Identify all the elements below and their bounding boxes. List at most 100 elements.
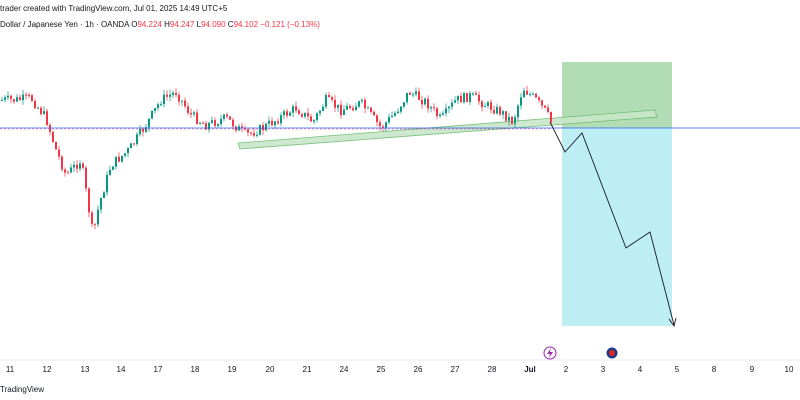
candle[interactable] <box>511 115 513 126</box>
candle[interactable] <box>496 103 498 115</box>
candle[interactable] <box>391 111 393 118</box>
candle[interactable] <box>205 120 207 130</box>
candle[interactable] <box>370 106 372 114</box>
candle[interactable] <box>28 92 30 98</box>
candle[interactable] <box>475 90 477 96</box>
candle[interactable] <box>520 93 522 110</box>
candle[interactable] <box>34 98 36 110</box>
candle[interactable] <box>190 108 192 119</box>
candle[interactable] <box>130 142 132 149</box>
candle[interactable] <box>16 93 18 103</box>
candle[interactable] <box>451 99 453 110</box>
candle[interactable] <box>319 109 321 117</box>
candle[interactable] <box>373 110 375 116</box>
candle[interactable] <box>316 112 318 123</box>
candle[interactable] <box>547 104 549 114</box>
candle[interactable] <box>355 103 357 111</box>
candle[interactable] <box>532 91 534 96</box>
candle[interactable] <box>46 108 48 127</box>
candle[interactable] <box>349 104 351 110</box>
candle[interactable] <box>88 187 90 218</box>
candle[interactable] <box>199 121 201 125</box>
lightning-event-icon[interactable] <box>543 346 557 360</box>
candle[interactable] <box>193 110 195 117</box>
candle[interactable] <box>262 122 264 136</box>
candle[interactable] <box>172 90 174 99</box>
candle[interactable] <box>445 103 447 117</box>
candle[interactable] <box>151 110 153 120</box>
candle[interactable] <box>163 90 165 108</box>
candle[interactable] <box>241 122 243 133</box>
candle[interactable] <box>106 171 108 196</box>
candle[interactable] <box>217 123 219 128</box>
candle[interactable] <box>406 92 408 105</box>
candle[interactable] <box>220 114 222 127</box>
candle[interactable] <box>154 107 156 114</box>
candle[interactable] <box>286 108 288 119</box>
candle[interactable] <box>208 121 210 133</box>
candle[interactable] <box>136 131 138 146</box>
candle[interactable] <box>301 112 303 119</box>
candle[interactable] <box>55 141 57 150</box>
candle[interactable] <box>25 92 27 100</box>
candle[interactable] <box>100 197 102 214</box>
candle[interactable] <box>466 93 468 103</box>
candle[interactable] <box>4 95 6 103</box>
candle[interactable] <box>430 105 432 113</box>
candle[interactable] <box>7 91 9 101</box>
candle[interactable] <box>325 92 327 109</box>
candle[interactable] <box>196 109 198 125</box>
candle[interactable] <box>256 130 258 138</box>
candle[interactable] <box>79 160 81 172</box>
candle[interactable] <box>160 101 162 107</box>
candle[interactable] <box>31 93 33 102</box>
candle[interactable] <box>178 91 180 106</box>
candle[interactable] <box>385 121 387 132</box>
candle[interactable] <box>85 165 87 192</box>
candle[interactable] <box>412 92 414 98</box>
candle[interactable] <box>115 156 117 170</box>
candle[interactable] <box>457 95 459 104</box>
candle[interactable] <box>247 128 249 137</box>
candle[interactable] <box>331 95 333 103</box>
candle[interactable] <box>400 106 402 114</box>
candle[interactable] <box>358 100 360 109</box>
candle[interactable] <box>112 165 114 171</box>
candle[interactable] <box>271 117 273 127</box>
candle[interactable] <box>541 99 543 109</box>
candle[interactable] <box>76 160 78 173</box>
candle[interactable] <box>343 105 345 115</box>
candle[interactable] <box>523 87 525 98</box>
candle[interactable] <box>187 102 189 116</box>
candle[interactable] <box>232 117 234 130</box>
candle[interactable] <box>490 99 492 114</box>
candle[interactable] <box>448 105 450 114</box>
candle[interactable] <box>472 92 474 96</box>
candle[interactable] <box>463 92 465 104</box>
candle[interactable] <box>550 111 552 126</box>
candle[interactable] <box>157 102 159 111</box>
candle[interactable] <box>94 223 96 230</box>
candle[interactable] <box>436 106 438 120</box>
candle[interactable] <box>13 98 15 105</box>
candle[interactable] <box>307 108 309 121</box>
candle[interactable] <box>409 91 411 95</box>
candle[interactable] <box>478 91 480 105</box>
candle[interactable] <box>43 106 45 116</box>
candle[interactable] <box>442 110 444 116</box>
candle[interactable] <box>10 94 12 103</box>
candle[interactable] <box>58 146 60 160</box>
candle[interactable] <box>283 109 285 120</box>
candle[interactable] <box>334 95 336 113</box>
candle[interactable] <box>103 191 105 199</box>
candle[interactable] <box>538 96 540 103</box>
candle[interactable] <box>37 106 39 109</box>
candle[interactable] <box>376 113 378 127</box>
candle[interactable] <box>526 85 528 96</box>
candle[interactable] <box>505 111 507 123</box>
candle[interactable] <box>439 112 441 119</box>
candle[interactable] <box>226 112 228 119</box>
candle[interactable] <box>82 161 84 170</box>
